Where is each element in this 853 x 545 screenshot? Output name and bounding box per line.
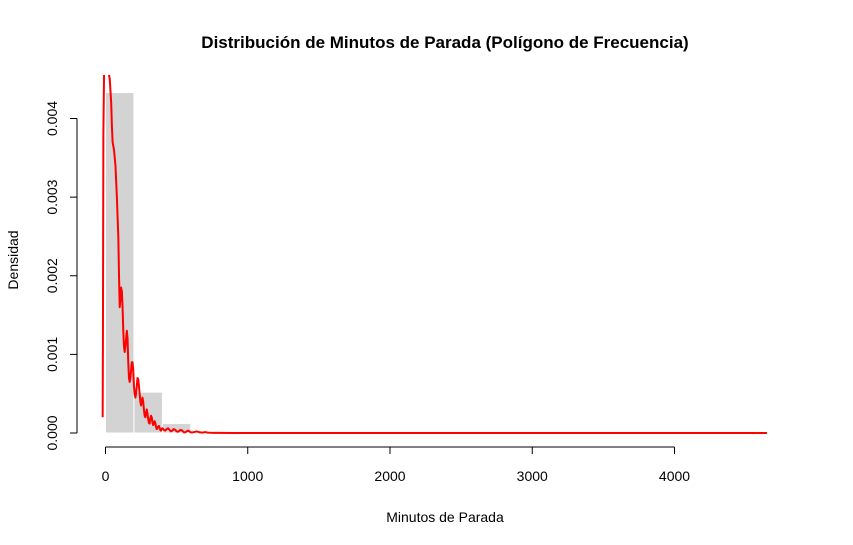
chart-title: Distribución de Minutos de Parada (Políg… (201, 33, 688, 52)
x-tick-label-4: 4000 (659, 468, 690, 484)
histogram-bars (105, 92, 220, 434)
y-axis: 0.000 0.001 0.002 0.003 0.004 (44, 101, 78, 451)
y-tick-label-3: 0.003 (44, 179, 60, 214)
x-axis-label: Minutos de Parada (386, 509, 504, 525)
x-tick-label-0: 0 (102, 468, 110, 484)
y-tick-label-4: 0.004 (44, 101, 60, 136)
y-tick-label-2: 0.002 (44, 258, 60, 293)
x-tick-label-2: 2000 (374, 468, 405, 484)
y-tick-label-1: 0.001 (44, 337, 60, 372)
x-tick-label-1: 1000 (232, 468, 263, 484)
y-tick-label-0: 0.000 (44, 415, 60, 450)
x-tick-label-3: 3000 (517, 468, 548, 484)
density-curve (101, 75, 767, 434)
density-line-path (101, 75, 767, 434)
y-axis-label: Densidad (5, 230, 21, 289)
x-axis: 0 1000 2000 3000 4000 (102, 446, 690, 484)
